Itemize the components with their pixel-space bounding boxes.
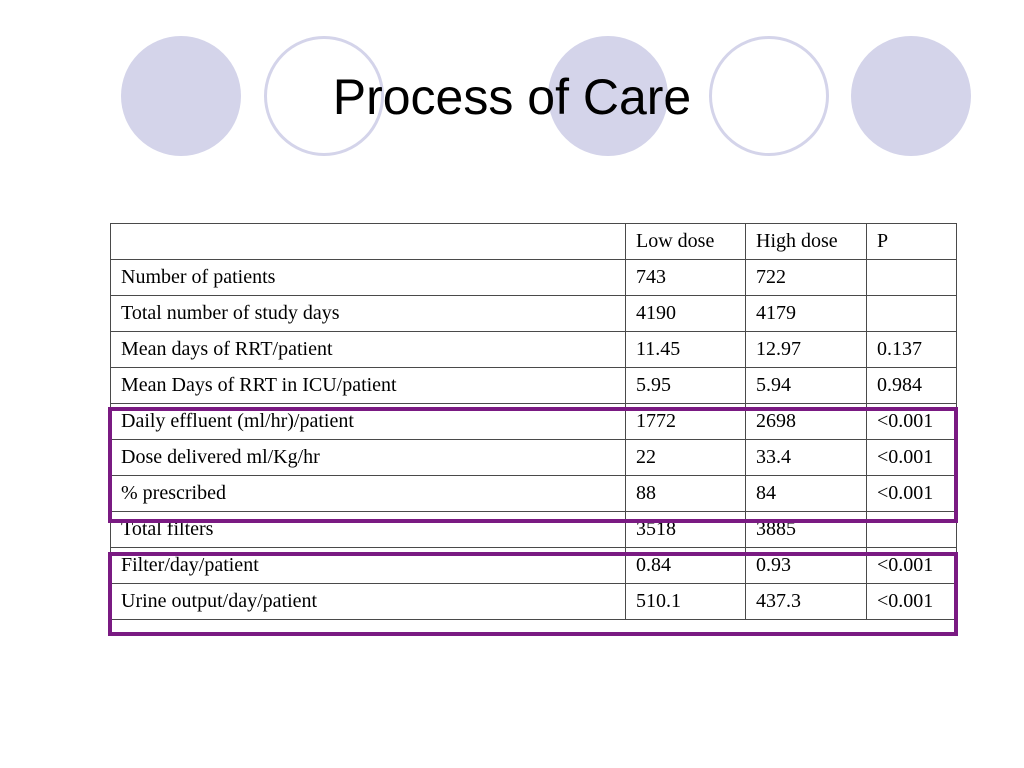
high-dose-cell: 722 xyxy=(745,259,867,296)
high-dose-cell: 12.97 xyxy=(745,331,867,368)
table-row: Mean Days of RRT in ICU/patient 5.95 5.9… xyxy=(110,367,957,404)
row-label: Number of patients xyxy=(110,259,626,296)
low-dose-cell: 11.45 xyxy=(625,331,746,368)
low-dose-cell: 5.95 xyxy=(625,367,746,404)
row-label: Mean Days of RRT in ICU/patient xyxy=(110,367,626,404)
p-value-cell xyxy=(866,295,957,332)
low-dose-cell: 4190 xyxy=(625,295,746,332)
row-label: Total number of study days xyxy=(110,295,626,332)
process-of-care-table: Low dose High dose P Number of patients … xyxy=(110,223,957,620)
decorative-circle-outline xyxy=(709,36,829,156)
decorative-circle-filled xyxy=(851,36,971,156)
table-row: Dose delivered ml/Kg/hr 22 33.4 <0.001 xyxy=(110,439,957,476)
table-row: % prescribed 88 84 <0.001 xyxy=(110,475,957,512)
high-dose-cell: 4179 xyxy=(745,295,867,332)
row-label: Dose delivered ml/Kg/hr xyxy=(110,439,626,476)
table-row: Total number of study days 4190 4179 xyxy=(110,295,957,332)
low-dose-cell: 3518 xyxy=(625,511,746,548)
header-cell-low-dose: Low dose xyxy=(625,223,746,260)
table-row: Number of patients 743 722 xyxy=(110,259,957,296)
slide-title: Process of Care xyxy=(0,66,1024,128)
p-value-cell: <0.001 xyxy=(866,475,957,512)
table-row: Mean days of RRT/patient 11.45 12.97 0.1… xyxy=(110,331,957,368)
highlight-box-dose-rows xyxy=(108,407,958,523)
p-value-cell: 0.137 xyxy=(866,331,957,368)
row-label: Urine output/day/patient xyxy=(110,583,626,620)
row-label: Mean days of RRT/patient xyxy=(110,331,626,368)
high-dose-cell: 5.94 xyxy=(745,367,867,404)
decorative-circle-filled xyxy=(548,36,668,156)
table-header-row: Low dose High dose P xyxy=(110,223,957,260)
header-cell-high-dose: High dose xyxy=(745,223,867,260)
p-value-cell xyxy=(866,259,957,296)
slide-title-text: Process of Care xyxy=(332,69,692,125)
row-label: Total filters xyxy=(110,511,626,548)
table-row: Urine output/day/patient 510.1 437.3 <0.… xyxy=(110,583,957,620)
high-dose-cell: 3885 xyxy=(745,511,867,548)
decorative-circle-filled xyxy=(121,36,241,156)
highlight-box-filter-urine-rows xyxy=(108,552,958,636)
p-value-cell: <0.001 xyxy=(866,583,957,620)
low-dose-cell: 743 xyxy=(625,259,746,296)
header-cell-p: P xyxy=(866,223,957,260)
p-value-cell: 0.984 xyxy=(866,367,957,404)
decorative-circle-outline xyxy=(264,36,384,156)
header-cell-blank xyxy=(110,223,626,260)
table-row: Total filters 3518 3885 xyxy=(110,511,957,548)
high-dose-cell: 437.3 xyxy=(745,583,867,620)
